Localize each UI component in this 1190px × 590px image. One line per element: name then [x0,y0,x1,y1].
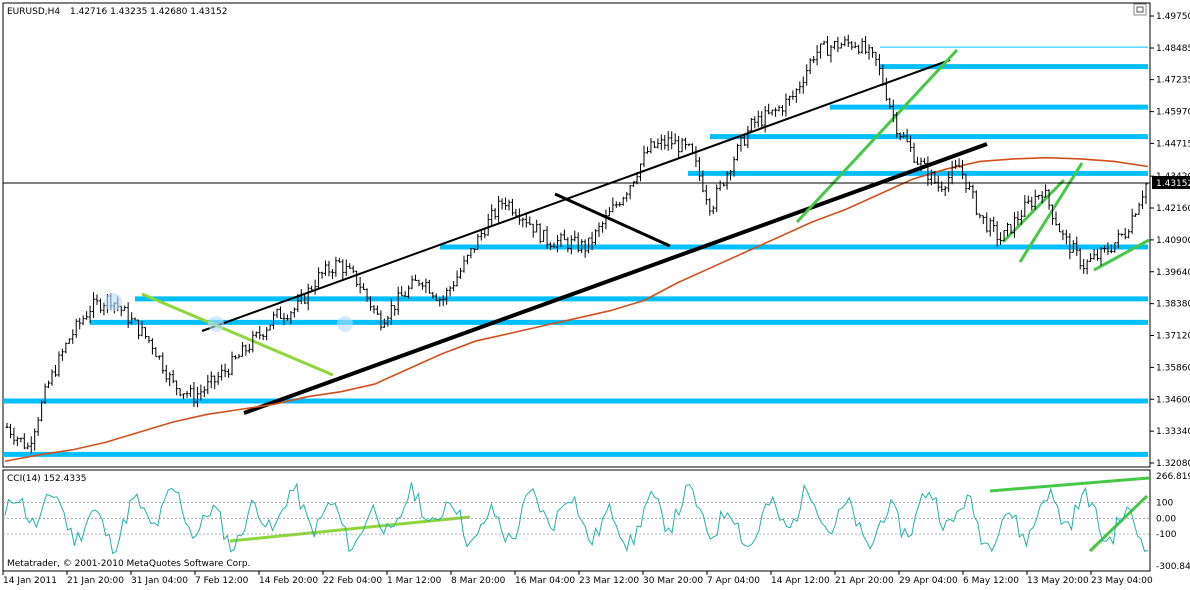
moving-average-line [4,156,1149,463]
time-axis: 14 Jan 2011 21 Jan 20:00 31 Jan 04:00 7 Feb… [2,571,1153,586]
highlight-markers [104,293,353,332]
time-tick-label: 31 Jan 04:00 [131,576,188,586]
highlight-marker-1 [104,293,122,311]
price-tick-label: 1.45970 [1156,108,1190,118]
cci-line [4,482,1149,555]
green-trendline-3 [1001,178,1066,244]
price-tick-label: 1.37120 [1156,332,1190,342]
price-tick-label: 1.42160 [1156,204,1190,214]
time-tick-label: 21 Jan 20:00 [67,576,124,586]
channel-lower-trendline [243,142,988,415]
time-tick-label: 14 Feb 20:00 [259,576,318,586]
highlight-marker-3 [337,316,353,332]
time-tick-label: 7 Apr 04:00 [707,576,760,586]
cci-green-trendline-1 [229,515,471,543]
time-tick-label: 23 May 04:00 [1091,576,1153,586]
cci-tick-label: 266.819 [1156,472,1190,482]
green-trendline-2 [795,48,959,224]
price-tick-label: 1.44715 [1156,139,1190,149]
price-bars-layer [5,34,1148,454]
cci-label: CCI(14) 152.4335 [7,474,87,484]
time-tick-label: 14 Jan 2011 [3,576,57,586]
price-tick-label: 1.48485 [1156,44,1190,54]
time-tick-label: 6 May 12:00 [963,576,1019,586]
price-tick-label: 1.40900 [1156,236,1190,246]
time-tick-label: 22 Feb 04:00 [323,576,382,586]
trendlines [141,48,1150,553]
short-down-trendline [554,192,671,248]
cci-layer [3,482,1150,555]
window-control-icon [1136,6,1144,13]
symbol-label: EURUSD,H4 [7,7,60,17]
time-tick-label: 16 Mar 04:00 [515,576,575,586]
price-tick-label: 1.34600 [1156,395,1190,405]
copyright-text: Metatrader, © 2001-2010 MetaQuotes Softw… [7,559,250,569]
time-tick-label: 7 Feb 12:00 [195,576,249,586]
price-tick-label: 1.33340 [1156,427,1190,437]
moving-average-layer [4,156,1149,463]
price-tick-label: 1.32080 [1156,459,1190,469]
time-tick-label: 23 Mar 12:00 [579,576,639,586]
price-axis: 1.497501.484851.472351.459701.447151.434… [1150,12,1190,469]
price-tick-label: 1.49750 [1156,12,1190,22]
cci-pane-frame [2,469,1151,572]
current-price-badge [1152,176,1190,189]
cci-green-trendline-3 [1088,494,1149,553]
time-tick-label: 13 May 20:00 [1027,576,1089,586]
cci-tick-label: 0.00 [1156,514,1176,524]
cci-axis: 266.819 100 0.00 -100 -300.845 [1156,472,1190,572]
price-tick-label: 1.38380 [1156,300,1190,310]
price-tick-label: 1.47235 [1156,76,1190,86]
cci-green-trendline-2 [989,476,1150,493]
channel-upper-trendline [201,59,951,332]
ohlc-values: 1.42716 1.43235 1.42680 1.43152 [70,7,227,17]
time-tick-label: 14 Apr 12:00 [771,576,830,586]
time-tick-label: 29 Apr 04:00 [899,576,958,586]
cci-tick-label: 100 [1156,498,1173,508]
time-tick-label: 30 Mar 20:00 [643,576,703,586]
price-tick-label: 1.35860 [1156,363,1190,373]
green-trendline-1 [141,292,334,377]
cci-tick-label: -100 [1156,530,1177,540]
green-trendline-5 [1093,238,1150,272]
window-control-button[interactable] [1133,3,1147,16]
time-tick-label: 8 Mar 20:00 [451,576,506,586]
highlight-marker-2 [208,316,224,332]
green-trendline-4 [1018,162,1084,263]
current-price-label: 1.43152 [1156,179,1190,189]
support-resistance-levels [3,46,1148,457]
cci-tick-label: -300.845 [1156,562,1190,572]
time-tick-label: 1 Mar 12:00 [387,576,442,586]
price-pane-frame [2,2,1151,468]
price-tick-label: 1.39640 [1156,268,1190,278]
time-tick-label: 21 Apr 20:00 [835,576,894,586]
